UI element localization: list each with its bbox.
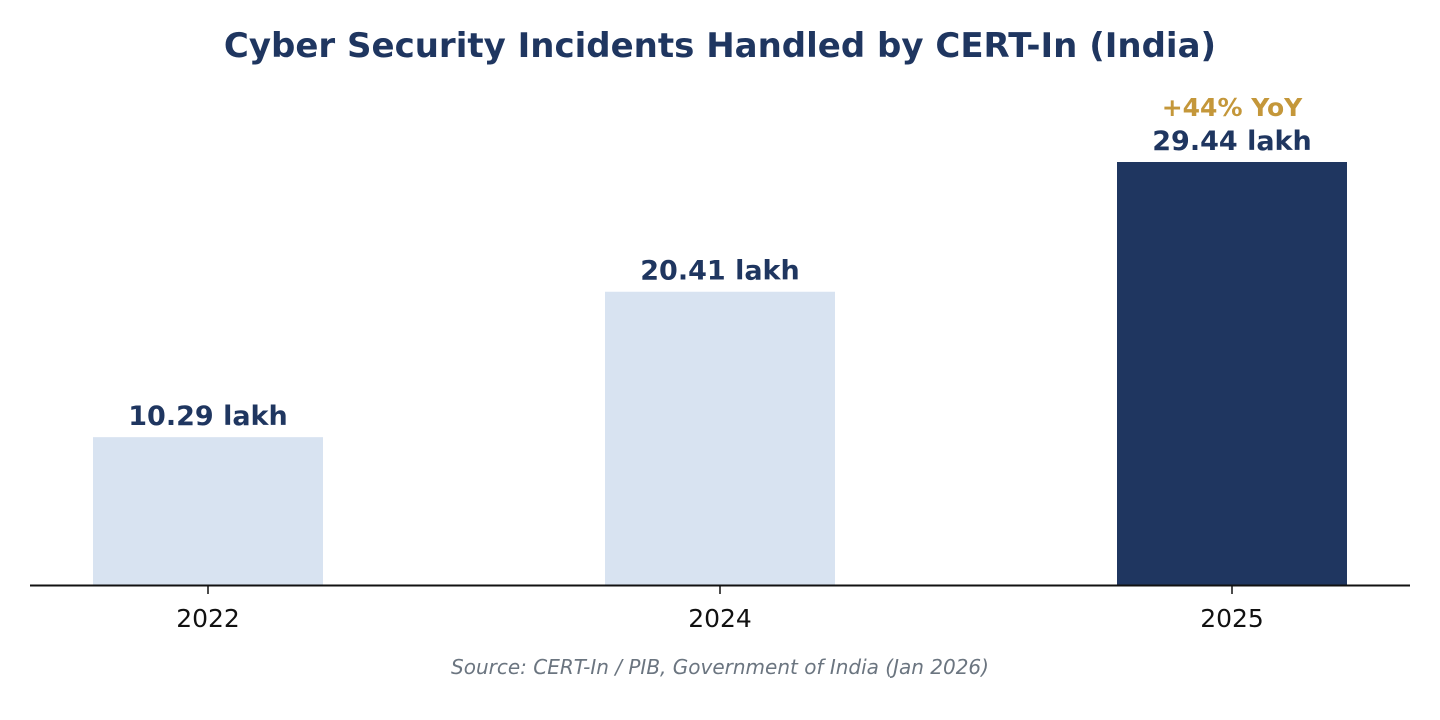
x-axis-ticks: 2022 2024 2025 [176, 586, 1264, 633]
value-label-2024: 20.41 lakh [640, 256, 799, 287]
x-tick-label-2025: 2025 [1200, 604, 1264, 633]
value-labels-layer: 10.29 lakh 20.41 lakh 29.44 lakh +44% YoY [128, 93, 1311, 432]
bar-2024 [605, 291, 835, 585]
value-label-2025: 29.44 lakh [1152, 126, 1311, 157]
x-tick-label-2022: 2022 [176, 604, 240, 633]
source-note: Source: CERT-In / PIB, Government of Ind… [451, 655, 989, 679]
bars-layer [93, 162, 1347, 585]
bar-2025 [1117, 162, 1347, 585]
value-label-2022: 10.29 lakh [128, 401, 287, 432]
x-tick-label-2024: 2024 [688, 604, 752, 633]
chart-title: Cyber Security Incidents Handled by CERT… [224, 26, 1216, 66]
bar-2022 [93, 437, 323, 585]
yoy-annotation: +44% YoY [1162, 93, 1303, 122]
